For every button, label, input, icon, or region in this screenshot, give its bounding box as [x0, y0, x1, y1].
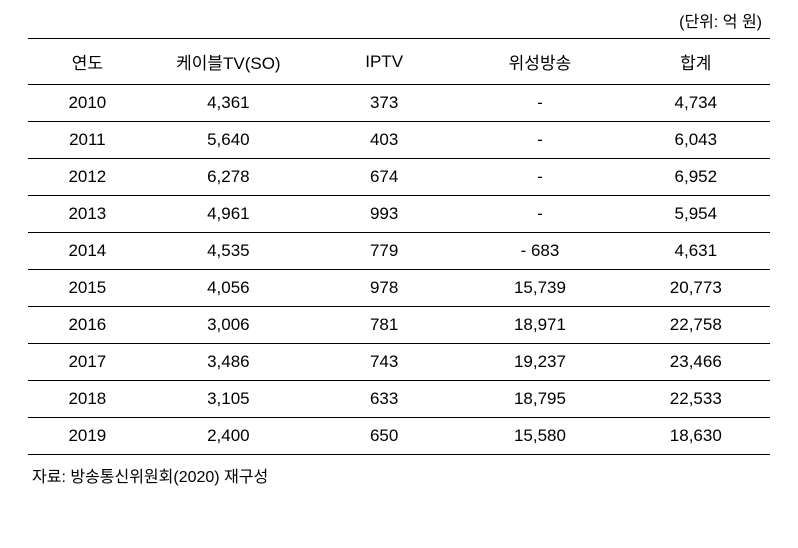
- table-row: 20134,961993-5,954: [28, 196, 770, 233]
- table-cell-satellite: -: [458, 85, 621, 122]
- table-row: 20163,00678118,97122,758: [28, 307, 770, 344]
- table-header-total: 합계: [622, 39, 770, 85]
- table-row: 20144,535779- 6834,631: [28, 233, 770, 270]
- table-cell-satellite: - 683: [458, 233, 621, 270]
- table-cell-iptv: 779: [310, 233, 458, 270]
- table-cell-total: 23,466: [622, 344, 770, 381]
- table-cell-cable: 4,361: [147, 85, 310, 122]
- table-cell-cable: 6,278: [147, 159, 310, 196]
- table-header-year: 연도: [28, 39, 147, 85]
- table-cell-year: 2019: [28, 418, 147, 455]
- table-cell-iptv: 373: [310, 85, 458, 122]
- table-cell-cable: 4,961: [147, 196, 310, 233]
- table-header-iptv: IPTV: [310, 39, 458, 85]
- table-cell-satellite: 15,580: [458, 418, 621, 455]
- table-cell-year: 2012: [28, 159, 147, 196]
- table-cell-total: 20,773: [622, 270, 770, 307]
- table-cell-year: 2011: [28, 122, 147, 159]
- table-row: 20192,40065015,58018,630: [28, 418, 770, 455]
- table-cell-year: 2017: [28, 344, 147, 381]
- table-cell-total: 22,758: [622, 307, 770, 344]
- table-cell-year: 2013: [28, 196, 147, 233]
- table-cell-total: 5,954: [622, 196, 770, 233]
- table-cell-total: 18,630: [622, 418, 770, 455]
- table-row: 20173,48674319,23723,466: [28, 344, 770, 381]
- table-row: 20115,640403-6,043: [28, 122, 770, 159]
- table-cell-total: 4,631: [622, 233, 770, 270]
- table-cell-total: 22,533: [622, 381, 770, 418]
- table-cell-satellite: 18,795: [458, 381, 621, 418]
- table-body: 20104,361373-4,73420115,640403-6,0432012…: [28, 85, 770, 455]
- table-cell-cable: 3,486: [147, 344, 310, 381]
- table-cell-cable: 5,640: [147, 122, 310, 159]
- table-cell-cable: 4,056: [147, 270, 310, 307]
- table-cell-cable: 3,006: [147, 307, 310, 344]
- table-cell-cable: 3,105: [147, 381, 310, 418]
- table-row: 20154,05697815,73920,773: [28, 270, 770, 307]
- table-cell-iptv: 993: [310, 196, 458, 233]
- table-row: 20183,10563318,79522,533: [28, 381, 770, 418]
- table-cell-year: 2014: [28, 233, 147, 270]
- table-row: 20104,361373-4,734: [28, 85, 770, 122]
- table-cell-iptv: 674: [310, 159, 458, 196]
- unit-label: (단위: 억 원): [28, 8, 770, 32]
- table-cell-cable: 4,535: [147, 233, 310, 270]
- table-cell-satellite: -: [458, 159, 621, 196]
- table-cell-year: 2015: [28, 270, 147, 307]
- table-cell-total: 6,043: [622, 122, 770, 159]
- table-cell-iptv: 978: [310, 270, 458, 307]
- table-cell-satellite: -: [458, 122, 621, 159]
- table-cell-satellite: 15,739: [458, 270, 621, 307]
- table-cell-year: 2016: [28, 307, 147, 344]
- table-cell-cable: 2,400: [147, 418, 310, 455]
- table-row: 20126,278674-6,952: [28, 159, 770, 196]
- table-cell-satellite: -: [458, 196, 621, 233]
- table-cell-total: 4,734: [622, 85, 770, 122]
- table-cell-satellite: 18,971: [458, 307, 621, 344]
- table-cell-satellite: 19,237: [458, 344, 621, 381]
- table-cell-year: 2018: [28, 381, 147, 418]
- source-note: 자료: 방송통신위원회(2020) 재구성: [28, 463, 770, 487]
- table-cell-iptv: 633: [310, 381, 458, 418]
- table-cell-iptv: 403: [310, 122, 458, 159]
- table-header-row: 연도케이블TV(SO)IPTV위성방송합계: [28, 39, 770, 85]
- table-header-cable: 케이블TV(SO): [147, 39, 310, 85]
- data-table: 연도케이블TV(SO)IPTV위성방송합계 20104,361373-4,734…: [28, 38, 770, 455]
- table-cell-total: 6,952: [622, 159, 770, 196]
- table-cell-iptv: 781: [310, 307, 458, 344]
- table-header-satellite: 위성방송: [458, 39, 621, 85]
- table-cell-year: 2010: [28, 85, 147, 122]
- table-cell-iptv: 650: [310, 418, 458, 455]
- table-cell-iptv: 743: [310, 344, 458, 381]
